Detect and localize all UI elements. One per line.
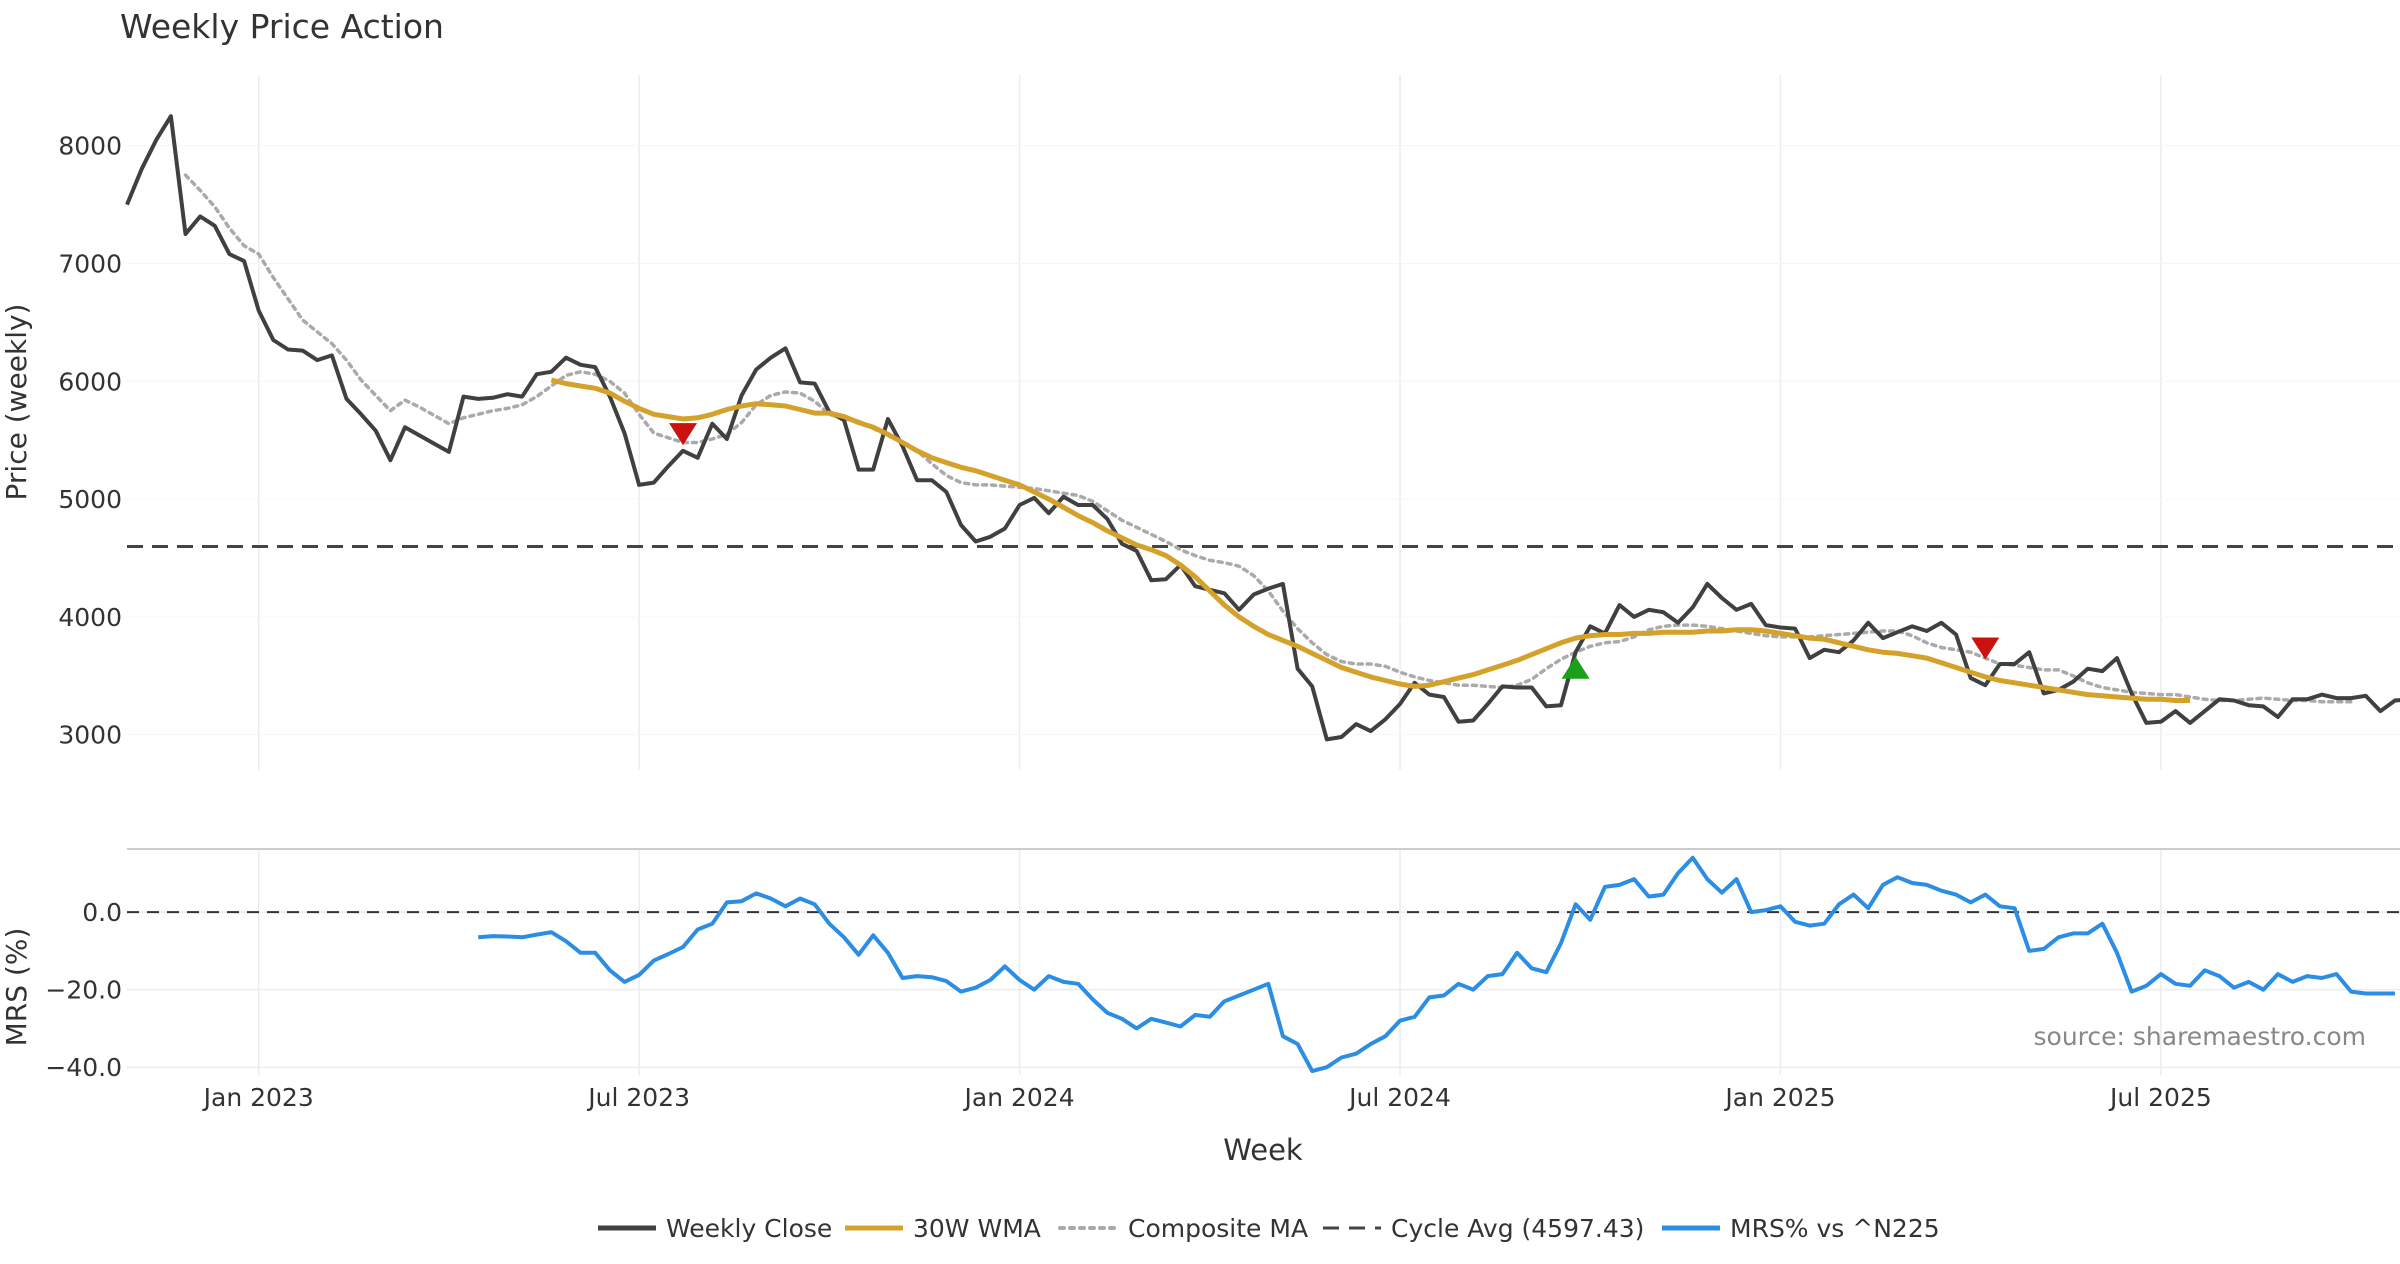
signal-down-marker	[1971, 637, 2000, 660]
mrs-y-tick-label: −20.0	[45, 976, 122, 1005]
price-grid	[127, 75, 2400, 770]
signal-up-marker	[1561, 656, 1590, 679]
signal-markers	[669, 423, 2000, 679]
price-series	[125, 114, 2400, 742]
legend: Weekly Close 30W WMA Composite MA Cycle Avg…	[598, 1214, 1940, 1243]
legend-label-mrs: MRS% vs ^N225	[1730, 1214, 1940, 1243]
x-tick-label: Jul 2024	[1347, 1083, 1451, 1112]
price-y-ticks: 3000 4000 5000 6000 7000 8000	[58, 132, 122, 750]
x-tick-label: Jan 2025	[1723, 1083, 1835, 1112]
price-y-tick-label: 8000	[58, 132, 122, 161]
price-y-tick-label: 7000	[58, 249, 122, 278]
mrs-line	[478, 855, 2395, 1074]
x-axis-label: Week	[1223, 1133, 1303, 1167]
legend-label-close: Weekly Close	[666, 1214, 832, 1243]
wma-line	[550, 377, 2191, 703]
legend-label-cycle: Cycle Avg (4597.43)	[1391, 1214, 1644, 1243]
mrs-y-axis-label: MRS (%)	[0, 928, 33, 1047]
source-label: source: sharemaestro.com	[2034, 1022, 2367, 1051]
price-y-tick-label: 5000	[58, 485, 122, 514]
x-tick-label: Jul 2025	[2108, 1083, 2212, 1112]
legend-label-composite: Composite MA	[1128, 1214, 1308, 1243]
x-tick-label: Jul 2023	[586, 1083, 690, 1112]
mrs-y-tick-label: −40.0	[45, 1053, 122, 1082]
price-y-axis-label: Price (weekly)	[0, 304, 33, 501]
composite-ma-line	[183, 173, 2353, 704]
mrs-series	[127, 855, 2400, 1074]
mrs-grid	[127, 850, 2400, 1075]
chart-title: Weekly Price Action	[120, 7, 444, 46]
weekly-close-line	[125, 114, 2400, 742]
mrs-y-tick-label: 0.0	[82, 898, 122, 927]
price-y-tick-label: 6000	[58, 367, 122, 396]
x-tick-label: Jan 2024	[963, 1083, 1075, 1112]
signal-down-marker	[669, 423, 698, 446]
price-y-tick-label: 4000	[58, 603, 122, 632]
mrs-y-ticks: 0.0 −20.0 −40.0	[45, 898, 122, 1082]
legend-label-wma: 30W WMA	[913, 1214, 1041, 1243]
x-tick-label: Jan 2023	[202, 1083, 314, 1112]
x-ticks: Jan 2023 Jul 2023 Jan 2024 Jul 2024 Jan 2025…	[202, 1083, 2212, 1112]
price-y-tick-label: 3000	[58, 721, 122, 750]
